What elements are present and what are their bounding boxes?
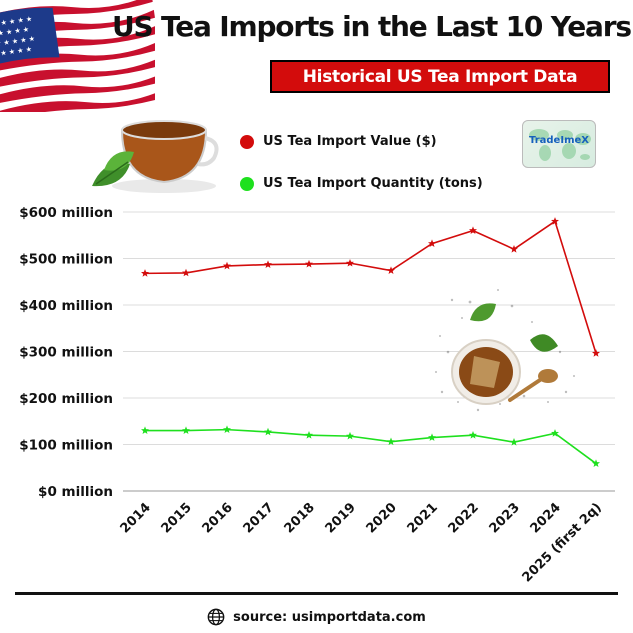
data-point-marker (182, 268, 190, 277)
subtitle-banner: Historical US Tea Import Data (270, 60, 610, 93)
data-point-marker (141, 269, 149, 277)
world-map-icon (529, 129, 591, 161)
x-tick-label: 2018 (282, 500, 318, 536)
y-tick-label: $400 million (19, 298, 113, 314)
x-tick-label: 2021 (405, 500, 441, 536)
data-point-marker (551, 217, 559, 225)
y-tick-label: $600 million (19, 205, 113, 221)
data-point-marker (141, 426, 149, 434)
x-tick-label: 2015 (159, 500, 195, 536)
x-tick-label: 2024 (528, 500, 564, 536)
tea-decoration-icon (435, 289, 575, 412)
x-tick-label: 2023 (487, 500, 523, 536)
series-line-quantity (145, 428, 597, 465)
green-dot-icon (240, 176, 254, 191)
globe-icon (207, 608, 225, 626)
legend-label-quantity: US Tea Import Quantity (tons) (263, 176, 483, 191)
data-point-marker (469, 226, 477, 234)
data-point-marker (264, 427, 272, 436)
data-point-marker (387, 266, 395, 274)
x-tick-label: 2016 (200, 500, 236, 536)
us-flag-icon: ★ ★ ★ ★ ★ ★ ★ ★ ★ ★ ★ ★ ★ ★ ★ ★ ★ ★ (0, 0, 155, 112)
data-point-marker (223, 261, 231, 270)
data-point-marker (592, 459, 600, 467)
logo-text: TradeImeX (529, 135, 589, 146)
x-tick-label: 2022 (446, 500, 482, 536)
red-dot-icon (240, 134, 254, 149)
data-point-marker (510, 245, 518, 253)
teacup-icon (92, 120, 219, 193)
source-text: source: usimportdata.com (233, 609, 426, 625)
data-point-marker (592, 349, 600, 357)
data-point-marker (428, 433, 436, 441)
data-point-marker (387, 437, 395, 446)
legend-item-quantity: US Tea Import Quantity (tons) (240, 176, 483, 191)
brand-logo: TradeImeX (522, 120, 596, 168)
y-tick-label: $100 million (19, 438, 113, 454)
data-point-marker (346, 431, 354, 440)
x-tick-label: 2020 (364, 500, 400, 536)
data-point-marker (264, 260, 272, 268)
x-tick-label: 2017 (241, 500, 277, 536)
y-tick-label: $300 million (19, 345, 113, 361)
x-tick-label: 2014 (118, 500, 154, 536)
data-point-marker (182, 426, 190, 434)
source-footer: source: usimportdata.com (0, 608, 633, 626)
x-tick-label: 2019 (323, 500, 359, 536)
y-tick-label: $500 million (19, 252, 113, 268)
data-point-marker (510, 437, 518, 446)
x-tick-label: 2025 (first 2q) (520, 500, 605, 585)
data-point-marker (305, 431, 313, 439)
data-point-marker (469, 431, 477, 439)
series-line-value (144, 220, 597, 354)
data-point-marker (346, 258, 354, 267)
data-point-marker (223, 425, 231, 434)
line-chart: $0 million $100 million $200 million $300 m… (19, 205, 615, 585)
page-title: US Tea Imports in the Last 10 Years (112, 10, 632, 43)
y-tick-label: $200 million (19, 391, 113, 407)
legend-item-value: US Tea Import Value ($) (240, 134, 437, 149)
data-point-marker (551, 429, 559, 437)
legend-label-value: US Tea Import Value ($) (263, 134, 437, 149)
data-point-marker (428, 239, 436, 248)
subtitle: Historical US Tea Import Data (302, 66, 578, 87)
y-tick-label: $0 million (38, 484, 113, 500)
data-point-marker (305, 259, 313, 268)
footer-divider (15, 592, 618, 595)
